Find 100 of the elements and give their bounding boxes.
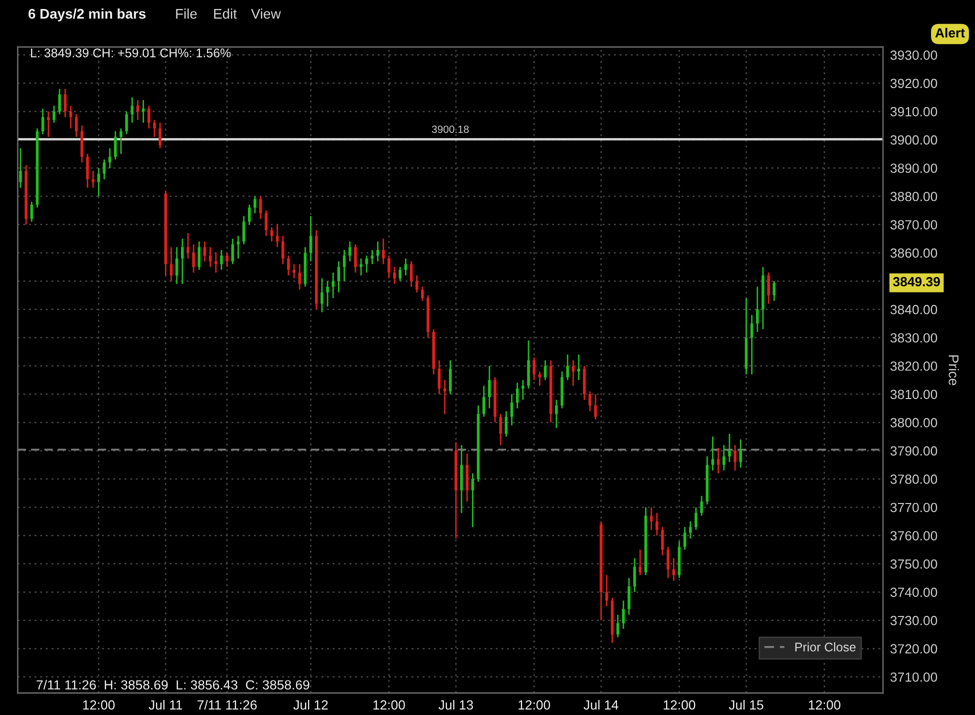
candlestick xyxy=(198,240,201,270)
candlestick xyxy=(448,360,452,395)
x-tick-label: Jul 14 xyxy=(584,700,618,710)
y-tick-label: 3730.00 xyxy=(890,616,938,626)
candlestick xyxy=(332,272,335,299)
candlestick xyxy=(421,286,424,302)
candlestick xyxy=(175,246,178,285)
candlestick xyxy=(186,232,190,260)
text: 3849.39 xyxy=(893,277,940,286)
candlestick xyxy=(633,557,636,593)
y-tick-label: 3840.00 xyxy=(890,304,938,314)
x-tick-label: Jul 13 xyxy=(438,700,473,710)
candlestick xyxy=(214,252,218,274)
y-tick-label: 3810.00 xyxy=(890,390,938,400)
candlestick xyxy=(180,238,184,285)
y-tick-label: 3920.00 xyxy=(890,78,938,88)
text: File xyxy=(176,8,197,19)
candlestick xyxy=(410,260,413,288)
y-tick-label: 3800.00 xyxy=(890,418,938,428)
candlestick xyxy=(348,240,352,262)
candlestick xyxy=(443,379,446,415)
candlestick xyxy=(64,88,67,118)
y-tick-label: 3740.00 xyxy=(890,588,938,597)
candlestick xyxy=(616,614,620,638)
candlestick xyxy=(767,272,770,304)
candlestick xyxy=(577,354,580,381)
candlestick xyxy=(566,354,569,381)
candlestick xyxy=(388,254,390,279)
candlestick xyxy=(532,356,536,381)
candlestick xyxy=(326,280,329,308)
candlestick xyxy=(320,278,324,313)
candlestick xyxy=(499,413,502,446)
y-tick-label: 3750.00 xyxy=(890,559,938,569)
candlestick xyxy=(226,252,228,268)
candlestick xyxy=(231,238,234,265)
candlestick xyxy=(404,258,408,276)
candlestick xyxy=(666,546,670,579)
candlestick xyxy=(482,384,486,418)
candlestick xyxy=(281,235,284,265)
candlestick xyxy=(656,512,658,536)
candlestick xyxy=(130,96,134,124)
candlestick xyxy=(683,526,686,550)
candlestick xyxy=(728,433,731,463)
y-tick-label: 3770.00 xyxy=(890,502,938,512)
candlestick xyxy=(722,444,726,472)
candlestick xyxy=(438,360,441,395)
x-tick-label: Jul 11 xyxy=(148,700,182,710)
y-tick-label: 3860.00 xyxy=(890,248,938,258)
y-tick-label: 3890.00 xyxy=(890,164,938,173)
candlestick xyxy=(370,249,374,265)
candlestick xyxy=(689,520,692,540)
y-tick-label: 3720.00 xyxy=(890,644,938,654)
candlestick xyxy=(220,249,223,270)
text: Edit xyxy=(214,8,237,19)
candlestick xyxy=(661,526,664,556)
text: Alert xyxy=(935,28,965,38)
candlestick xyxy=(309,215,312,262)
candlestick xyxy=(756,286,759,333)
legend-label: Prior Close xyxy=(795,642,856,652)
candlestick xyxy=(393,266,396,285)
x-tick-label: 12:00 xyxy=(664,700,696,710)
candlestick xyxy=(58,88,61,115)
candlestick xyxy=(192,244,195,274)
candlestick xyxy=(264,210,268,237)
candlestick xyxy=(242,215,246,246)
x-tick-label: 12:00 xyxy=(518,700,550,710)
candlestick xyxy=(360,258,362,276)
candlestick xyxy=(510,393,514,426)
candlestick xyxy=(52,105,56,124)
candlestick xyxy=(270,226,274,242)
y-tick-label: 3930.00 xyxy=(890,50,938,60)
x-tick-label: 12:00 xyxy=(83,700,115,710)
candlestick xyxy=(354,244,357,274)
candlestick xyxy=(342,249,346,282)
candlestick xyxy=(47,110,50,138)
x-tick-label: 7/11 11:26 xyxy=(198,700,257,710)
candlestick xyxy=(382,238,385,265)
x-tick-label: 12:00 xyxy=(808,700,840,710)
candlestick xyxy=(650,506,653,531)
y-tick-label: 3790.00 xyxy=(890,446,938,456)
candlestick xyxy=(125,110,128,135)
candlestick xyxy=(208,246,212,268)
y-tick-label: 3910.00 xyxy=(890,107,938,116)
y-tick-label: 3710.00 xyxy=(890,672,938,682)
candlestick xyxy=(365,254,368,274)
candlestick xyxy=(555,399,558,429)
candlestick xyxy=(153,119,156,138)
candlestick xyxy=(147,105,150,130)
y-tick-label: 3820.00 xyxy=(890,361,938,371)
candlestick xyxy=(120,128,122,155)
candlestick xyxy=(488,365,491,410)
candlestick xyxy=(92,170,94,188)
candlestick xyxy=(19,148,22,188)
candlestick xyxy=(298,263,302,290)
candlestick xyxy=(504,410,508,438)
x-tick-label: Jul 15 xyxy=(728,700,764,710)
candlestick xyxy=(700,495,703,516)
x-tick-label: Jul 12 xyxy=(293,700,328,710)
annotation: L: 3849.39 CH: +59.01 CH%: 1.56% xyxy=(31,48,231,58)
candlestick xyxy=(170,246,173,282)
